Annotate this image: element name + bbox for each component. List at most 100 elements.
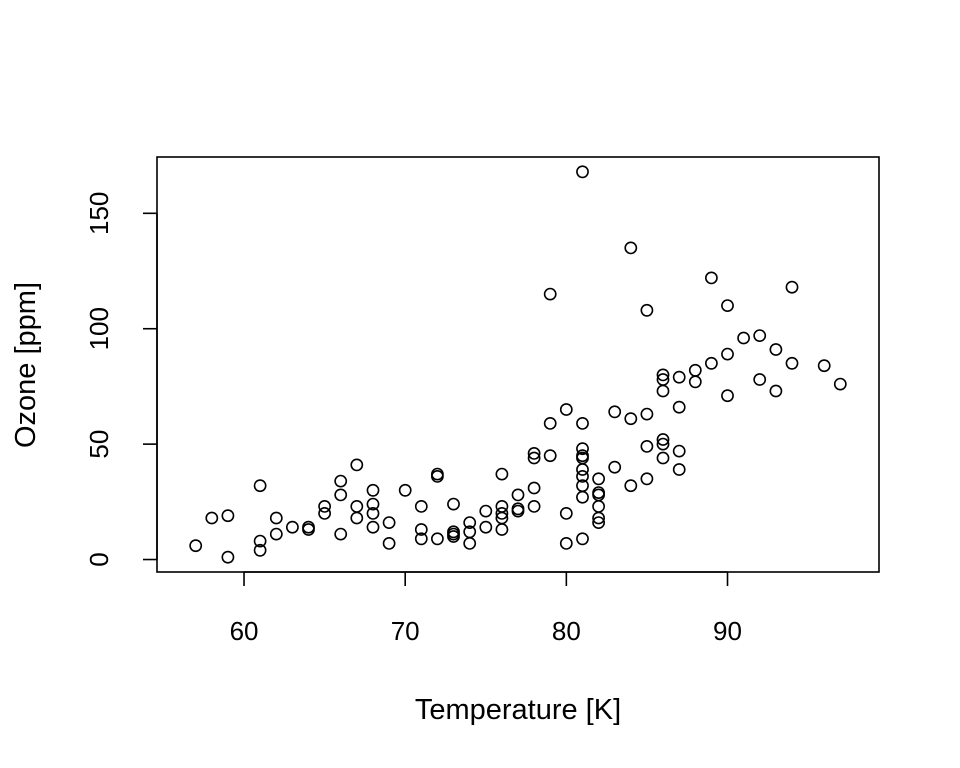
data-point (624, 479, 638, 493)
data-point (334, 474, 348, 488)
data-point (334, 488, 348, 502)
data-point (495, 467, 509, 481)
y-tick-label: 100 (84, 307, 114, 350)
data-point (785, 356, 799, 370)
data-point (559, 537, 573, 550)
y-axis: 0 50 100 150 (84, 192, 158, 567)
data-point (753, 373, 767, 386)
data-point (688, 363, 702, 377)
data-point (576, 416, 589, 430)
data-point (769, 384, 783, 398)
data-point (366, 520, 380, 534)
data-point (414, 532, 428, 546)
data-point (559, 403, 573, 416)
data-point (737, 331, 750, 345)
data-point (672, 463, 686, 476)
data-point (447, 525, 460, 539)
data-point (430, 467, 444, 481)
data-point (624, 241, 638, 255)
data-points (189, 165, 847, 564)
data-point (221, 509, 235, 523)
x-tick-label: 70 (391, 616, 420, 646)
data-point (366, 507, 380, 520)
data-point (398, 483, 412, 497)
data-point (624, 412, 638, 426)
data-point (221, 550, 235, 564)
data-point (608, 405, 622, 419)
data-point (350, 458, 364, 472)
data-point (608, 460, 622, 474)
data-point (592, 486, 605, 499)
data-point (253, 543, 267, 557)
data-point (721, 347, 734, 361)
data-point (511, 502, 525, 516)
data-point (576, 449, 589, 463)
data-point (527, 446, 541, 460)
data-point (543, 416, 557, 430)
data-point (785, 280, 799, 294)
data-point (302, 520, 315, 534)
data-point (495, 499, 509, 513)
data-point (576, 479, 589, 493)
data-point (414, 523, 428, 536)
data-point (350, 499, 364, 513)
data-point (656, 433, 670, 446)
data-point (366, 483, 380, 497)
data-point (559, 507, 573, 520)
data-point (576, 165, 589, 179)
data-point (318, 499, 331, 513)
data-point (382, 516, 396, 529)
data-point (463, 525, 477, 539)
data-point (817, 359, 831, 373)
data-point (656, 368, 670, 382)
x-tick-label: 60 (230, 616, 259, 646)
data-point (672, 444, 686, 458)
data-point (334, 527, 348, 541)
data-point (672, 400, 686, 414)
data-point (721, 389, 734, 403)
data-point (656, 373, 670, 386)
x-tick-label: 90 (713, 616, 742, 646)
data-point (640, 472, 654, 486)
data-point (576, 469, 589, 483)
y-tick-label: 150 (84, 192, 114, 235)
data-point (705, 271, 718, 285)
data-point (527, 481, 541, 495)
data-point (447, 497, 460, 511)
data-point (269, 511, 283, 525)
data-point (253, 534, 267, 548)
data-point (189, 539, 203, 553)
data-point (672, 370, 686, 384)
data-point (576, 442, 589, 456)
data-point (366, 497, 380, 511)
data-point (285, 520, 299, 534)
data-point (576, 532, 589, 546)
data-point (382, 537, 396, 550)
data-point (479, 504, 493, 518)
data-point (769, 343, 783, 356)
data-point (253, 479, 267, 493)
data-point (318, 507, 331, 520)
data-point (656, 451, 670, 465)
data-point (463, 516, 477, 529)
data-point (721, 299, 734, 312)
data-point (527, 451, 541, 465)
data-point (753, 329, 767, 342)
data-point (640, 407, 654, 421)
x-axis: 60 70 80 90 (230, 571, 742, 646)
data-point (543, 287, 557, 301)
data-point (430, 532, 444, 546)
data-point (592, 472, 605, 486)
data-point (205, 511, 219, 525)
data-point (640, 439, 654, 453)
data-point (527, 499, 541, 513)
data-point (592, 516, 605, 529)
y-tick-label: 50 (84, 430, 114, 459)
x-axis-title: Temperature [K] (415, 694, 621, 726)
x-tick-label: 80 (552, 616, 581, 646)
data-point (656, 437, 670, 451)
data-point (705, 356, 718, 370)
data-point (543, 449, 557, 463)
